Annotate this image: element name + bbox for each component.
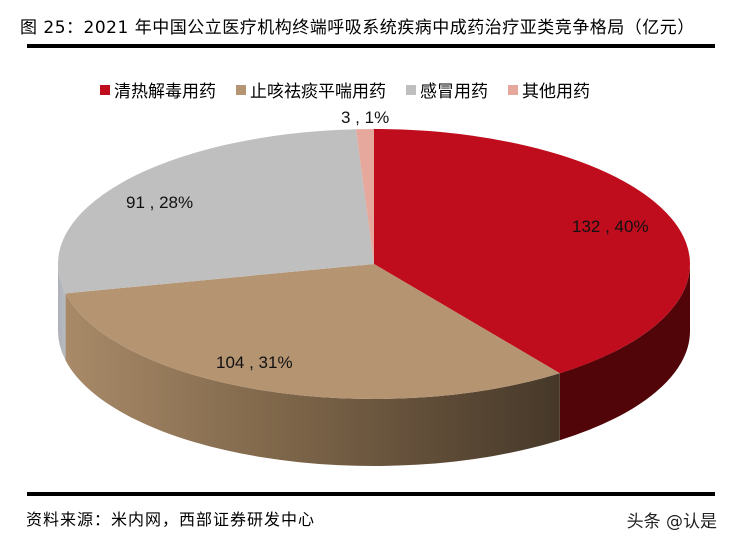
data-label-ganmao: 91 , 28% (126, 193, 193, 212)
source-note: 资料来源：米内网，西部证券研发中心 (26, 510, 316, 529)
pie-slice-3 (355, 129, 374, 264)
pie-side-1 (65, 293, 560, 466)
legend-item-qita: 其他用药 (508, 77, 590, 102)
data-label-zhike: 104 , 31% (216, 353, 293, 372)
legend-label: 感冒用药 (420, 82, 488, 102)
pie-slice-2 (58, 129, 374, 294)
legend-item-zhike: 止咳祛痰平喘用药 (236, 77, 386, 102)
legend-swatch (406, 84, 416, 95)
bottom-rule (27, 492, 715, 496)
chart-legend: 清热解毒用药 止咳祛痰平喘用药 感冒用药 其他用药 (100, 77, 590, 102)
pie-top-faces (58, 129, 690, 399)
pie-slice-0 (374, 129, 690, 374)
data-label-qingre: 132 , 40% (572, 217, 649, 236)
watermark: 头条 @认是 (626, 512, 717, 532)
pie-slice-1 (65, 264, 560, 399)
legend-item-ganmao: 感冒用药 (406, 77, 488, 102)
legend-label: 清热解毒用药 (114, 82, 216, 102)
pie-data-labels: 132 , 40% 104 , 31% 91 , 28% 3 , 1% (126, 108, 649, 372)
figure-title: 图 25：2021 年中国公立医疗机构终端呼吸系统疾病中成药治疗亚类竞争格局（亿… (20, 18, 695, 38)
pie-side-walls (58, 264, 690, 466)
legend-label: 止咳祛痰平喘用药 (250, 82, 386, 102)
pie-side-0 (559, 264, 690, 441)
legend-item-qingre: 清热解毒用药 (100, 77, 216, 102)
legend-swatch (508, 84, 518, 95)
data-label-qita: 3 , 1% (341, 108, 389, 127)
legend-swatch (236, 84, 246, 95)
top-rule (27, 44, 715, 48)
pie-side-2 (58, 264, 66, 361)
legend-label: 其他用药 (522, 82, 590, 102)
legend-swatch (100, 84, 110, 95)
